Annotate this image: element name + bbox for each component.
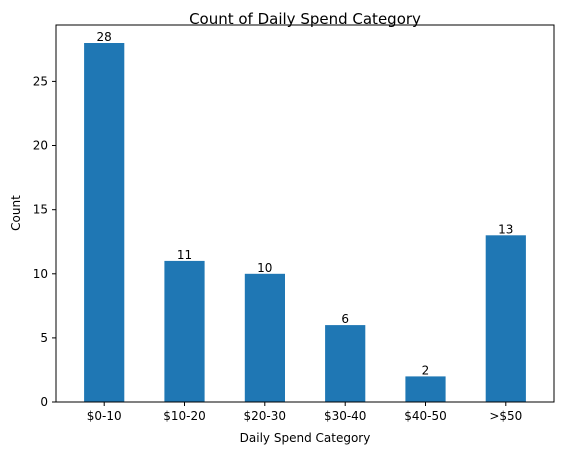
x-axis-label: Daily Spend Category [240, 431, 371, 445]
y-tick-label-4: 20 [33, 139, 48, 153]
data-label-3: 6 [341, 312, 349, 326]
y-tick-label-2: 10 [33, 267, 48, 281]
data-label-1: 11 [177, 248, 192, 262]
y-tick-label-5: 25 [33, 74, 48, 88]
plot-frame [55, 24, 555, 403]
bar-2 [244, 273, 285, 402]
chart-title: Count of Daily Spend Category [189, 10, 421, 28]
y-tick-label-3: 15 [33, 203, 48, 217]
data-label-4: 2 [422, 363, 430, 377]
x-tick-label-1: $10-20 [163, 409, 206, 423]
bar-5 [485, 235, 526, 402]
x-tick-label-5: >$50 [489, 409, 522, 423]
data-label-5: 13 [498, 222, 513, 236]
bar-1 [164, 260, 205, 402]
x-tick-label-4: $40-50 [404, 409, 447, 423]
bar-4 [405, 376, 446, 402]
y-axis-label: Count [9, 195, 23, 231]
y-tick-label-1: 5 [40, 331, 48, 345]
bar-0 [84, 43, 125, 402]
plot-area: 28 $0-10 11 $10-20 10 $20-30 6 $30-40 2 $40-50 13 >… [33, 30, 526, 423]
x-tick-label-0: $0-10 [87, 409, 122, 423]
bar-3 [325, 325, 366, 402]
x-tick-label-3: $30-40 [324, 409, 367, 423]
y-tick-label-0: 0 [40, 395, 48, 409]
data-label-2: 10 [257, 261, 272, 275]
x-tick-label-2: $20-30 [244, 409, 287, 423]
data-label-0: 28 [97, 30, 112, 44]
